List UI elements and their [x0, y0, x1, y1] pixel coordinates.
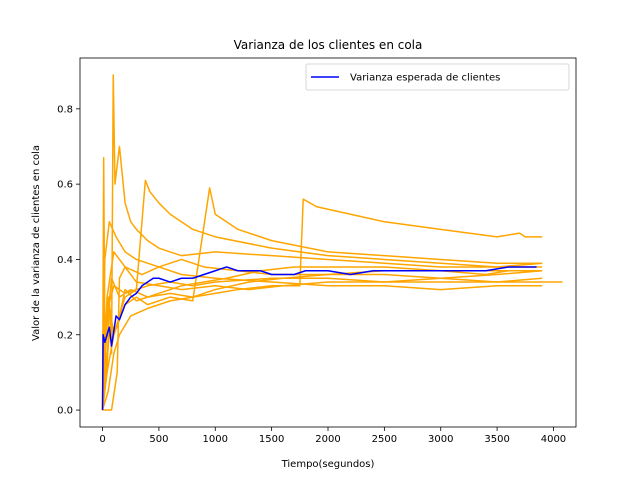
y-tick-label: 0.2	[57, 330, 73, 341]
legend-box	[305, 63, 570, 91]
x-tick-label: 2500	[372, 434, 397, 445]
simulation-series-line	[101, 277, 563, 411]
simulation-series-line	[102, 266, 543, 411]
y-tick-label: 0.0	[57, 406, 73, 417]
x-tick-label: 1000	[203, 434, 228, 445]
y-axis-label: Valor de la varianza de clientes en cola	[31, 145, 42, 341]
x-tick-label: 4000	[541, 434, 566, 445]
x-tick-label: 2000	[315, 434, 340, 445]
x-tick-label: 0	[99, 434, 105, 445]
x-tick-label: 500	[149, 434, 168, 445]
simulation-series-line	[101, 74, 543, 411]
legend: Varianza esperada de clientes	[305, 63, 570, 91]
expected-series-line	[101, 266, 537, 411]
legend-entry: Varianza esperada de clientes	[350, 73, 500, 84]
plot-area	[80, 58, 576, 427]
x-tick-label: 1500	[259, 434, 284, 445]
x-axis-ticks: 0 500 1000 1500 2000 2500 3000 3500 4000	[99, 427, 566, 445]
y-axis-ticks: 0.0 0.2 0.4 0.6 0.8	[57, 104, 80, 417]
simulation-series-line	[101, 221, 543, 411]
chart-title: Varianza de los clientes en cola	[234, 38, 423, 52]
y-tick-label: 0.6	[57, 180, 73, 191]
simulation-series-line	[101, 273, 543, 411]
y-tick-label: 0.4	[57, 255, 73, 266]
x-tick-label: 3500	[484, 434, 509, 445]
simulation-series-line	[101, 198, 543, 411]
x-tick-label: 3000	[428, 434, 453, 445]
y-tick-label: 0.8	[57, 104, 73, 115]
x-axis-label: Tiempo(segundos)	[281, 459, 375, 470]
simulation-series-line	[101, 266, 509, 411]
series-layer	[101, 74, 563, 411]
